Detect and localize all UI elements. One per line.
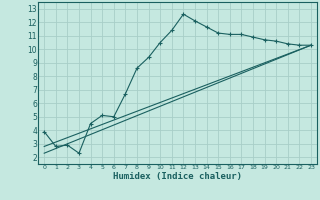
- X-axis label: Humidex (Indice chaleur): Humidex (Indice chaleur): [113, 172, 242, 181]
